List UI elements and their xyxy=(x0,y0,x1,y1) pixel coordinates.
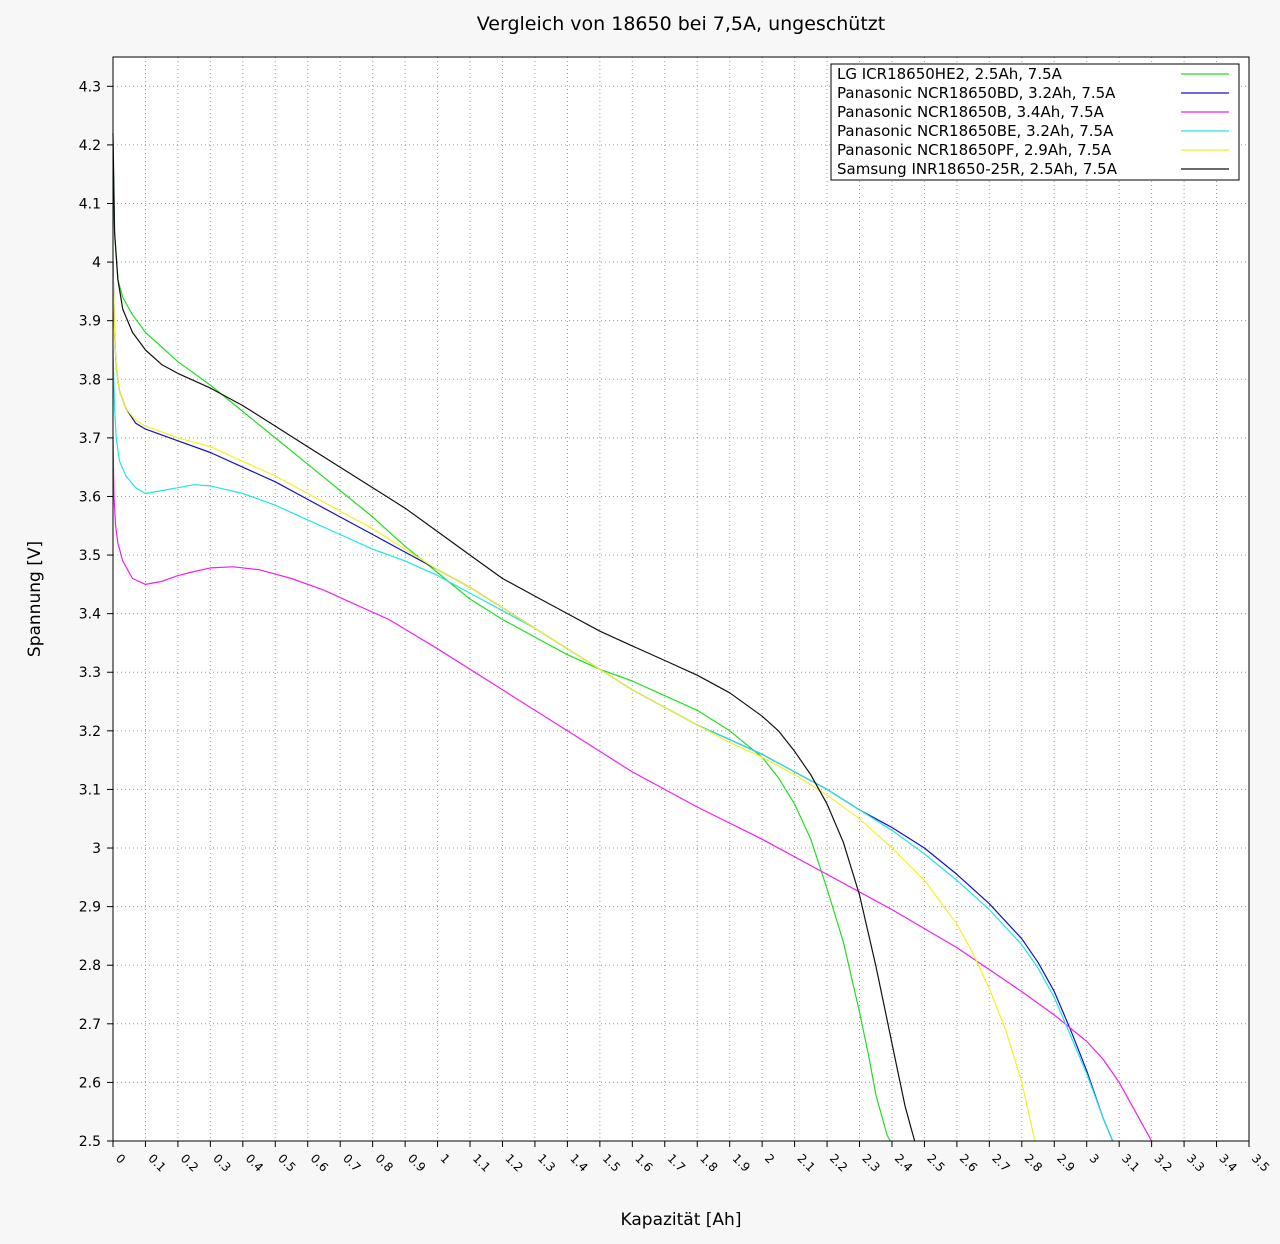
y-axis-label: Spannung [V] xyxy=(25,541,45,657)
x-tick-label: 2.2 xyxy=(827,1151,850,1174)
x-tick-label: 0.6 xyxy=(308,1151,331,1174)
x-tick-label: 3.4 xyxy=(1216,1151,1239,1174)
y-tick-label: 4.3 xyxy=(79,79,101,95)
chart-title: Vergleich von 18650 bei 7,5A, ungeschütz… xyxy=(477,13,885,35)
y-tick-label: 3 xyxy=(92,841,101,857)
x-tick-label: 3.1 xyxy=(1119,1151,1142,1174)
series-line-5 xyxy=(112,262,1036,1142)
y-tick-label: 3.4 xyxy=(79,607,101,623)
x-tick-label: 2.1 xyxy=(794,1151,817,1174)
y-tick-label: 3.6 xyxy=(79,489,101,505)
x-tick-label: 2.7 xyxy=(989,1151,1012,1174)
plot-area xyxy=(113,57,1249,1141)
x-tick-label: 0.8 xyxy=(373,1151,396,1174)
y-tick-label: 3.1 xyxy=(79,782,101,798)
x-tick-label: 1 xyxy=(437,1151,452,1166)
x-tick-label: 1.8 xyxy=(697,1151,720,1174)
x-axis: 0 0.1 0.2 0.3 0.4 0.5 0.6 0.7 0.8 0.9 1 1.1 1.2 1.3 1.… xyxy=(112,1141,1272,1175)
y-tick-label: 3.5 xyxy=(79,548,101,564)
x-tick-label: 3.2 xyxy=(1152,1151,1175,1174)
x-tick-label: 2.5 xyxy=(924,1151,947,1174)
legend-label: LG ICR18650HE2, 2.5Ah, 7.5A xyxy=(837,65,1063,83)
series-layer xyxy=(112,133,1153,1142)
y-tick-label: 4.2 xyxy=(79,138,101,154)
x-tick-label: 0 xyxy=(113,1151,128,1166)
y-tick-label: 3.9 xyxy=(79,314,101,330)
x-tick-label: 2.4 xyxy=(892,1151,915,1174)
x-tick-label: 0.3 xyxy=(210,1151,233,1174)
x-tick-label: 0.4 xyxy=(243,1151,266,1174)
x-tick-label: 0.7 xyxy=(340,1151,363,1174)
y-tick-label: 4 xyxy=(92,255,101,271)
x-tick-label: 1.4 xyxy=(567,1151,590,1174)
y-tick-label: 2.5 xyxy=(79,1134,101,1150)
x-tick-label: 1.2 xyxy=(502,1151,525,1174)
x-tick-label: 1.1 xyxy=(470,1151,493,1174)
x-tick-label: 1.9 xyxy=(730,1151,753,1174)
x-tick-label: 0.9 xyxy=(405,1151,428,1174)
x-tick-label: 1.7 xyxy=(665,1151,688,1174)
legend-box xyxy=(830,63,1240,181)
legend-label: Panasonic NCR18650PF, 2.9Ah, 7.5A xyxy=(837,141,1112,159)
y-tick-label: 2.7 xyxy=(79,1017,101,1033)
y-tick-label: 2.9 xyxy=(79,900,101,916)
series-line-3 xyxy=(112,437,1153,1142)
x-tick-label: 0.5 xyxy=(275,1151,298,1174)
x-axis-label: Kapazität [Ah] xyxy=(621,1210,742,1230)
x-tick-label: 3.5 xyxy=(1249,1151,1272,1174)
x-tick-label: 3.3 xyxy=(1184,1151,1207,1174)
x-tick-label: 1.3 xyxy=(535,1151,558,1174)
x-tick-label: 3 xyxy=(1087,1151,1102,1166)
x-tick-label: 0.1 xyxy=(145,1151,168,1174)
x-tick-label: 0.2 xyxy=(178,1151,201,1174)
y-tick-label: 3.2 xyxy=(79,724,101,740)
y-axis: 2.5 2.6 2.7 2.8 2.9 3 3.1 3.2 3.3 3.4 3.5 3.6 3.7 3.8… xyxy=(79,79,113,1150)
y-tick-label: 3.7 xyxy=(79,431,101,447)
x-tick-label: 1.5 xyxy=(600,1151,623,1174)
series-line-1 xyxy=(112,144,891,1142)
legend-label: Panasonic NCR18650B, 3.4Ah, 7.5A xyxy=(837,103,1105,121)
y-tick-label: 3.3 xyxy=(79,665,101,681)
series-line-6 xyxy=(112,133,916,1142)
grid-lines xyxy=(113,57,1249,1141)
y-tick-label: 3.8 xyxy=(79,372,101,388)
legend-label: Panasonic NCR18650BD, 3.2Ah, 7.5A xyxy=(837,84,1116,102)
y-tick-label: 4.1 xyxy=(79,196,101,212)
x-tick-label: 2.6 xyxy=(957,1151,980,1174)
plot-frame xyxy=(112,56,1250,1142)
x-tick-label: 2.9 xyxy=(1054,1151,1077,1174)
x-tick-label: 2.8 xyxy=(1022,1151,1045,1174)
y-tick-label: 2.6 xyxy=(79,1075,101,1091)
legend-label: Panasonic NCR18650BE, 3.2Ah, 7.5A xyxy=(837,122,1114,140)
x-tick-label: 2 xyxy=(762,1151,777,1166)
y-tick-label: 2.8 xyxy=(79,958,101,974)
x-tick-label: 2.3 xyxy=(859,1151,882,1174)
x-tick-label: 1.6 xyxy=(632,1151,655,1174)
legend-label: Samsung INR18650-25R, 2.5Ah, 7.5A xyxy=(837,160,1118,178)
